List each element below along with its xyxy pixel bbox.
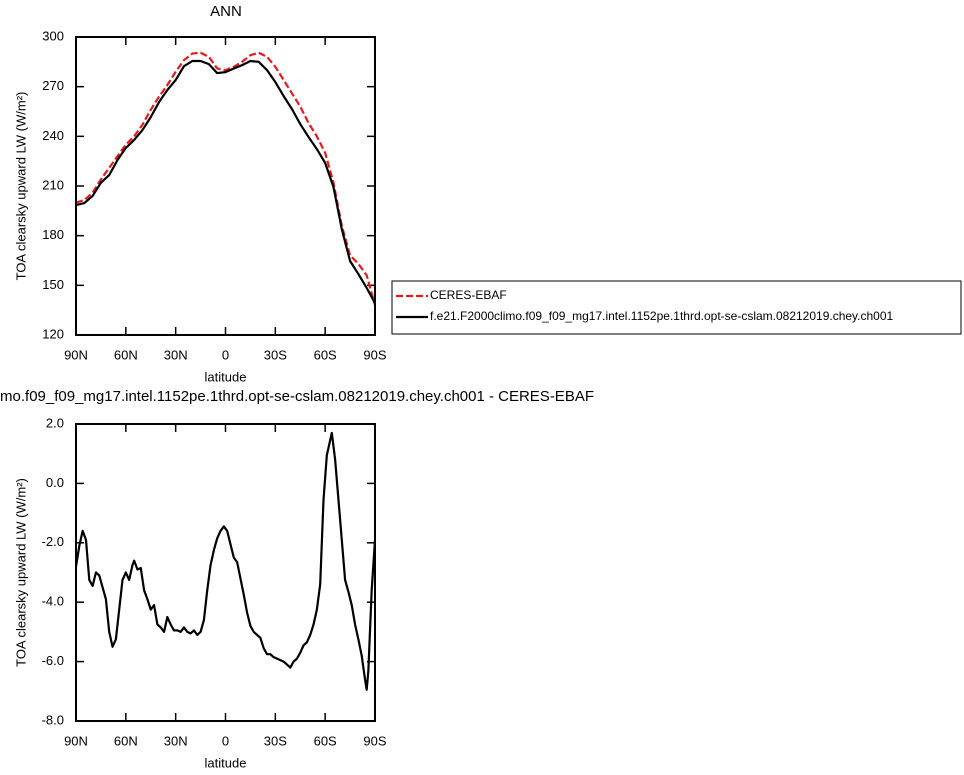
x-tick-label: 30S [264, 347, 287, 362]
chart-title: f.e21.F2000climo.f09_f09_mg17.intel.1152… [0, 388, 594, 405]
y-tick-label: 180 [42, 227, 64, 242]
y-axis-label: TOA clearsky upward LW (W/m²) [13, 478, 28, 667]
x-tick-label: 90N [64, 733, 88, 748]
y-tick-label: 240 [42, 128, 64, 143]
y-tick-label: -4.0 [42, 594, 64, 609]
x-axis-label: latitude [205, 755, 247, 770]
x-tick-label: 30S [264, 733, 287, 748]
x-axis-label: latitude [205, 369, 247, 384]
x-tick-label: 30N [164, 733, 188, 748]
y-tick-label: 150 [42, 277, 64, 292]
x-tick-label: 0 [222, 347, 229, 362]
y-tick-label: 120 [42, 326, 64, 341]
x-tick-label: 0 [222, 733, 229, 748]
y-tick-label: 210 [42, 177, 64, 192]
data-line [74, 431, 377, 691]
y-tick-label: -8.0 [42, 712, 64, 727]
y-tick-label: -2.0 [42, 534, 64, 549]
y-tick-label: 0.0 [46, 475, 64, 490]
x-tick-label: 90S [363, 347, 386, 362]
y-tick-label: 270 [42, 78, 64, 93]
y-tick-label: 2.0 [46, 415, 64, 430]
x-tick-label: 60N [114, 733, 138, 748]
y-tick-label: -6.0 [42, 653, 64, 668]
chart-title: ANN [210, 3, 242, 20]
legend-box [391, 280, 962, 335]
legend-label: f.e21.F2000climo.f09_f09_mg17.intel.1152… [430, 309, 894, 323]
x-tick-label: 60N [114, 347, 138, 362]
plot-frame [75, 423, 376, 722]
x-tick-label: 60S [314, 733, 337, 748]
y-axis-label: TOA clearsky upward LW (W/m²) [13, 92, 28, 281]
x-tick-label: 60S [314, 347, 337, 362]
x-tick-label: 90N [64, 347, 88, 362]
data-line [75, 51, 377, 306]
x-tick-label: 30N [164, 347, 188, 362]
y-tick-label: 300 [42, 28, 64, 43]
plot-frame [75, 36, 376, 336]
legend-label: CERES-EBAF [430, 288, 507, 302]
x-tick-label: 90S [363, 733, 386, 748]
data-line [75, 59, 376, 304]
